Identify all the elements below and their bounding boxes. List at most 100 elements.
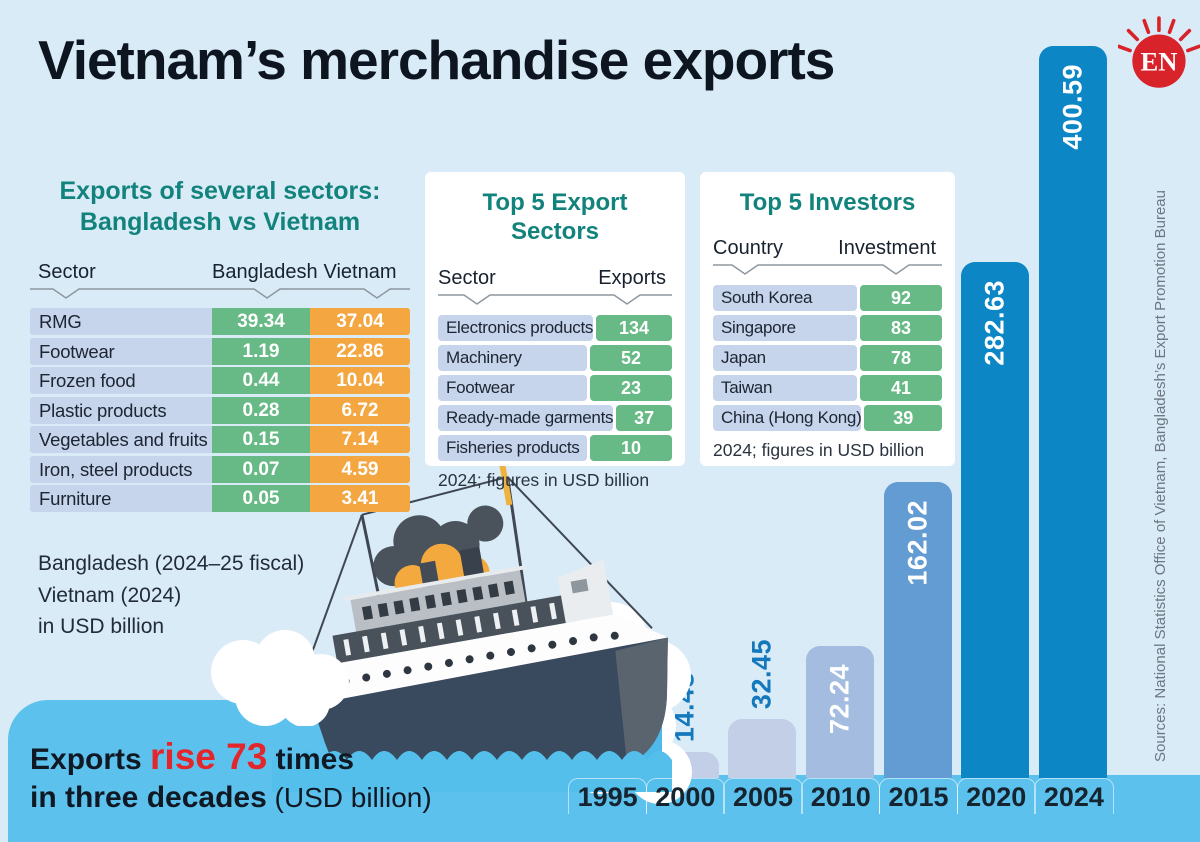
ship-upper-deck bbox=[350, 570, 526, 632]
table-row: Plastic products 0.28 6.72 bbox=[30, 396, 410, 424]
card-table-body: South Korea 92 Singapore 83 Japan 78 Taiwan 41 C… bbox=[713, 285, 942, 432]
country-name-cell: Taiwan bbox=[713, 375, 857, 402]
ship-deckhouse bbox=[557, 559, 614, 624]
card-table-body: Electronics products 134 Machinery 52 Footwe… bbox=[438, 314, 672, 461]
column-header-investment: Investment bbox=[838, 237, 936, 260]
table-row: Taiwan 41 bbox=[713, 375, 942, 402]
caption-text-bold: in three decades bbox=[30, 781, 267, 814]
column-header-sector: Sector bbox=[438, 266, 496, 289]
caption-highlight: rise 73 bbox=[150, 736, 268, 777]
bar-value-label: 162.02 bbox=[902, 500, 933, 586]
ship-bow bbox=[615, 637, 668, 761]
export-value-cell: 10 bbox=[590, 434, 672, 461]
chart-caption: Exports rise 73 times in three decades (… bbox=[30, 736, 432, 815]
en-logo: EN bbox=[1118, 16, 1200, 88]
table-row: Machinery 52 bbox=[438, 344, 672, 371]
axis-year-2024: 2024 bbox=[1034, 778, 1114, 814]
sector-cell: Frozen food bbox=[30, 367, 212, 394]
caption-text-normal: (USD billion) bbox=[266, 782, 432, 813]
bar-2015: 162.02 bbox=[883, 482, 952, 778]
column-header-country: Country bbox=[713, 237, 784, 260]
card-column-headers: Sector Exports bbox=[438, 267, 672, 290]
page-title: Vietnam’s merchandise exports bbox=[38, 29, 835, 91]
comparison-heading-line2: Bangladesh vs Vietnam bbox=[79, 207, 361, 236]
caption-line1: Exports rise 73 times bbox=[30, 736, 432, 778]
table-row: Frozen food 0.44 10.04 bbox=[30, 367, 410, 394]
ship-hull-band bbox=[303, 614, 668, 707]
investment-value-cell: 83 bbox=[860, 315, 942, 342]
sector-cell: Vegetables and fruits bbox=[30, 426, 212, 453]
bangladesh-value-cell: 0.15 bbox=[212, 426, 310, 453]
table-row: South Korea 92 bbox=[713, 285, 942, 312]
footnote-line: in USD billion bbox=[38, 615, 165, 638]
vietnam-value-cell: 4.59 bbox=[310, 455, 410, 483]
table-row: Japan 78 bbox=[713, 345, 942, 372]
card-title: Top 5 Export Sectors bbox=[482, 189, 628, 246]
vietnam-value-cell: 7.14 bbox=[310, 426, 410, 453]
export-value-cell: 52 bbox=[590, 344, 672, 371]
vietnam-value-cell: 6.72 bbox=[310, 396, 410, 424]
sector-name-cell: Fisheries products bbox=[438, 434, 587, 461]
card-note: 2024; figures in USD billion bbox=[438, 469, 650, 490]
axis-year-2010: 2010 bbox=[801, 778, 881, 814]
vietnam-value-cell: 3.41 bbox=[310, 485, 410, 512]
export-value-cell: 37 bbox=[616, 404, 672, 431]
table-row: Footwear 1.19 22.86 bbox=[30, 337, 410, 365]
bangladesh-value-cell: 0.07 bbox=[212, 455, 310, 483]
table-row: Electronics products 134 bbox=[438, 314, 672, 341]
sun-rays-icon bbox=[1118, 16, 1200, 53]
bar-2024: 400.59 bbox=[1039, 46, 1108, 778]
export-value-cell: 23 bbox=[590, 374, 672, 401]
card-title: Top 5 Investors bbox=[739, 189, 916, 216]
investment-value-cell: 78 bbox=[860, 345, 942, 372]
ship-deck-windows bbox=[361, 580, 515, 621]
header-underline bbox=[438, 293, 672, 305]
comparison-heading-line1: Exports of several sectors: bbox=[59, 177, 381, 205]
axis-year-2000: 2000 bbox=[645, 778, 725, 814]
table-row: Vegetables and fruits 0.15 7.14 bbox=[30, 426, 410, 453]
bar-column-2010: 72.24 bbox=[806, 46, 874, 778]
bar-2010: 72.24 bbox=[806, 646, 874, 778]
bar-value-label: 400.59 bbox=[1057, 64, 1088, 150]
ship-promenade-slits bbox=[343, 602, 557, 656]
axis-year-2015: 2015 bbox=[878, 778, 959, 814]
column-header-sector: Sector bbox=[38, 261, 96, 283]
investment-value-cell: 41 bbox=[860, 375, 942, 402]
vietnam-value-cell: 10.04 bbox=[310, 367, 410, 394]
sector-name-cell: Electronics products bbox=[438, 314, 593, 341]
comparison-heading: Exports of several sectors: Bangladesh v… bbox=[30, 176, 410, 237]
sector-name-cell: Ready-made garments bbox=[438, 404, 614, 431]
column-header-vietnam: Vietnam bbox=[323, 261, 397, 283]
bar-column-2005: 32.45 bbox=[728, 46, 797, 778]
table-row: China (Hong Kong) 39 bbox=[713, 405, 942, 432]
top-investors-card: Top 5 Investors Country Investment South… bbox=[700, 172, 955, 466]
card-column-headers: Country Investment bbox=[713, 237, 942, 260]
country-name-cell: Singapore bbox=[713, 315, 857, 342]
sector-name-cell: Machinery bbox=[438, 344, 587, 371]
logo-text: EN bbox=[1140, 46, 1177, 76]
table-row: RMG 39.34 37.04 bbox=[30, 308, 410, 335]
sector-cell: Furniture bbox=[30, 485, 212, 512]
header-underline bbox=[713, 264, 942, 276]
header-underline bbox=[30, 288, 410, 299]
column-header-bangladesh: Bangladesh bbox=[212, 261, 318, 283]
country-name-cell: South Korea bbox=[713, 285, 857, 312]
comparison-column-headers: Sector Bangladesh Vietnam bbox=[30, 261, 410, 284]
footnote-line: Bangladesh (2024–25 fiscal) bbox=[38, 552, 305, 575]
bar-column-2015: 162.02 bbox=[883, 46, 952, 778]
table-row: Footwear 23 bbox=[438, 374, 672, 401]
investment-value-cell: 92 bbox=[860, 285, 942, 312]
caption-text: times bbox=[267, 743, 355, 776]
bar-value-label: 282.63 bbox=[979, 280, 1010, 366]
axis-year-2005: 2005 bbox=[723, 778, 803, 814]
chart-year-axis: 1995 2000 2005 2010 2015 2020 2024 bbox=[568, 778, 1114, 814]
bangladesh-value-cell: 39.34 bbox=[212, 308, 310, 335]
table-row: Furniture 0.05 3.41 bbox=[30, 485, 410, 512]
sector-cell: Footwear bbox=[30, 337, 212, 365]
bangladesh-value-cell: 0.44 bbox=[212, 367, 310, 394]
country-name-cell: China (Hong Kong) bbox=[713, 405, 862, 432]
table-row: Iron, steel products 0.07 4.59 bbox=[30, 455, 410, 483]
cloud-left bbox=[211, 630, 349, 726]
ship-flagpole bbox=[499, 463, 513, 506]
